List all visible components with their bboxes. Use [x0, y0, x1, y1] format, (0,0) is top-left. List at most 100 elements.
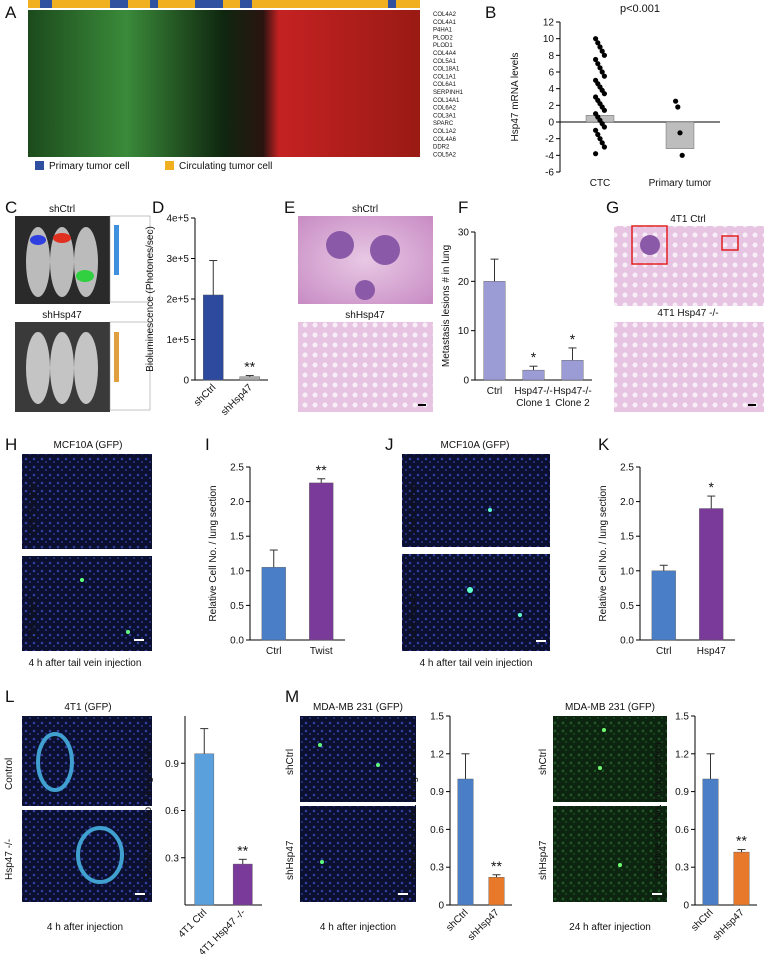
- y-tick-label: 10: [458, 326, 470, 337]
- gene-label: COL4A6: [433, 137, 457, 143]
- gene-label: SPARC: [433, 121, 454, 127]
- gene-label: COL3A1: [433, 113, 457, 119]
- y-tick-label: 2.0: [230, 497, 244, 508]
- y-axis-label: Hsp47 mRNA levels: [510, 53, 521, 142]
- gene-label: COL14A1: [433, 98, 460, 104]
- x-tick-label: Ctrl: [487, 386, 503, 397]
- data-point: [601, 124, 608, 130]
- significance: **: [237, 842, 248, 858]
- y-tick-label: 0.6: [675, 825, 689, 836]
- y-tick-label: 4: [548, 84, 554, 95]
- y-tick-label: 0.5: [620, 601, 634, 612]
- significance: *: [531, 349, 537, 365]
- y-tick-label: 0.5: [230, 601, 244, 612]
- y-tick-label: 12: [543, 18, 555, 29]
- x-tick-label: Hsp47-/-Clone 2: [553, 386, 591, 409]
- significance: **: [491, 858, 502, 874]
- gene-label: COL6A1: [433, 82, 457, 88]
- image-label: 10A Control: [408, 483, 419, 535]
- data-point: [599, 140, 605, 146]
- data-point: [599, 48, 605, 54]
- gene-label: SERPINH1: [433, 90, 464, 96]
- photo: [402, 454, 550, 547]
- gene-label: COL1A2: [433, 129, 457, 135]
- data-point: [595, 131, 601, 138]
- caption: 4 h after injection: [47, 922, 123, 933]
- x-tick-label: 4T1 Ctrl: [176, 907, 209, 940]
- image-title: MCF10A (GFP): [441, 440, 510, 451]
- y-tick-label: 0.9: [165, 759, 179, 770]
- y-tick-label: 4e+5: [166, 214, 189, 225]
- data-point: [601, 91, 608, 97]
- y-tick-label: 1.0: [620, 566, 634, 577]
- data-point: [673, 98, 679, 104]
- panel-label: D: [152, 198, 164, 217]
- gene-label: COL5A2: [433, 152, 457, 158]
- gene-label: COL4A1: [433, 20, 457, 26]
- y-tick-label: 0.3: [430, 863, 444, 874]
- gene-label: COL1A1: [433, 74, 457, 80]
- x-tick-label: Twist: [310, 646, 333, 657]
- y-tick-label: 0.9: [430, 787, 444, 798]
- y-tick-label: 1.2: [430, 749, 444, 760]
- y-tick-label: 20: [458, 277, 470, 288]
- y-tick-label: -2: [545, 134, 554, 145]
- y-axis-label: Relative Cell No. / lung section: [598, 485, 609, 621]
- photo: [614, 322, 764, 412]
- image-label: 10A Twist: [28, 597, 39, 640]
- gene-label: COL6A2: [433, 106, 457, 112]
- significance: *: [570, 331, 576, 347]
- image-label: 10A Control: [28, 483, 39, 535]
- image-label: shCtrl: [285, 749, 296, 775]
- x-tick-label: Hsp47-/-Clone 1: [514, 386, 552, 409]
- gene-label: COL4A4: [433, 51, 457, 57]
- y-tick-label: 1.2: [675, 749, 689, 760]
- y-axis-label: Relative Cell No. / lung section: [408, 742, 419, 878]
- caption: 24 h after injection: [569, 922, 651, 933]
- data-point: [597, 136, 603, 142]
- data-point: [679, 152, 685, 158]
- y-tick-label: 1.5: [675, 712, 689, 723]
- bar: [522, 369, 545, 381]
- bar: [309, 482, 334, 641]
- image-label: shCtrl: [352, 204, 378, 215]
- y-axis-label: Metastasis lesions # in lung: [441, 245, 452, 367]
- y-tick-label: 0.3: [165, 853, 179, 864]
- bar: [702, 778, 719, 906]
- y-tick-label: 1e+5: [166, 335, 189, 346]
- gene-label: P4HA1: [433, 28, 453, 34]
- x-tick-label: shCtrl: [689, 907, 715, 933]
- image-label: shCtrl: [538, 749, 549, 775]
- data-point: [593, 151, 599, 157]
- image-title: MDA-MB 231 (GFP): [565, 702, 655, 713]
- panel-label: A: [5, 3, 17, 22]
- photo: [298, 322, 433, 412]
- y-tick-label: 0: [683, 901, 689, 912]
- bar: [239, 376, 260, 381]
- data-point: [601, 107, 608, 113]
- data-point: [593, 56, 599, 63]
- y-tick-label: 2: [548, 101, 554, 112]
- y-tick-label: 1.5: [620, 532, 634, 543]
- y-tick-label: -6: [545, 168, 554, 179]
- bar: [488, 877, 505, 906]
- image-label: shHsp47: [345, 310, 385, 321]
- data-point: [595, 61, 601, 67]
- panel-label: E: [284, 198, 295, 217]
- photo: [402, 554, 550, 651]
- y-tick-label: 0.6: [430, 825, 444, 836]
- gene-label: PLOD2: [433, 35, 453, 41]
- panel-label: I: [205, 435, 210, 454]
- data-point: [677, 130, 683, 136]
- y-tick-label: 0.9: [675, 787, 689, 798]
- image-title: 4T1 (GFP): [64, 702, 111, 713]
- photo: [22, 716, 152, 806]
- y-tick-label: 0.3: [675, 863, 689, 874]
- y-tick-label: 2.5: [230, 463, 244, 474]
- y-axis-label: Bioluminescence (Photones/sec): [145, 226, 156, 372]
- bar: [733, 851, 750, 906]
- image-label: Control: [4, 758, 15, 790]
- x-tick-label: Ctrl: [656, 646, 672, 657]
- bar: [457, 778, 474, 906]
